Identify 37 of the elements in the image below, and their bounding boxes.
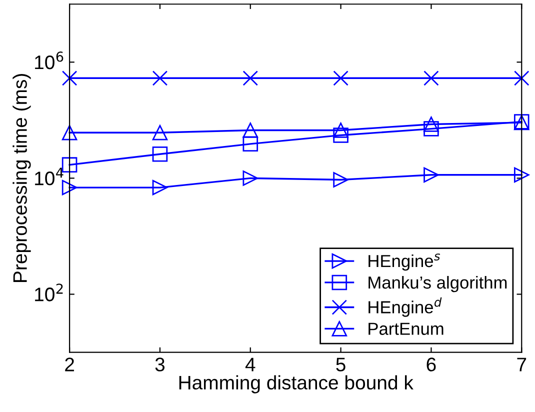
point [152, 124, 168, 140]
y-axis-title: Preprocessing time (ms) [12, 74, 31, 282]
point [424, 70, 439, 86]
legend-label: HEngine$^{s}$ [368, 254, 440, 271]
point [62, 70, 78, 86]
point [424, 167, 439, 183]
legend-label: Manku’s algorithm [368, 276, 507, 292]
point [242, 70, 258, 86]
point [333, 128, 348, 143]
x-tick-label: 2 [65, 358, 74, 372]
point [424, 121, 439, 136]
y-tick-label: 10$^{2}$ [35, 284, 63, 302]
point [333, 70, 348, 86]
point [62, 180, 78, 196]
x-tick-label: 4 [245, 358, 256, 372]
point [152, 180, 168, 196]
point [152, 70, 168, 86]
x-tick-label: 7 [517, 358, 526, 372]
point [333, 122, 348, 138]
y-tick-label: 10$^{4}$ [35, 168, 64, 186]
point [242, 122, 258, 138]
x-axis-title: Hamming distance bound k [179, 375, 414, 394]
x-tick-label: 5 [336, 358, 346, 372]
point [62, 157, 78, 172]
point [514, 70, 530, 86]
point [333, 172, 348, 188]
legend-label: PartEnum [368, 322, 444, 335]
point [514, 167, 530, 183]
x-tick-label: 6 [426, 358, 436, 372]
point [242, 136, 258, 152]
point [242, 170, 258, 186]
legend-label: HEngine$^{d}$ [368, 297, 442, 317]
point [424, 116, 439, 132]
point [152, 146, 168, 162]
point [62, 124, 78, 140]
y-tick-label: 10$^{6}$ [35, 51, 64, 70]
x-tick-label: 3 [155, 358, 165, 372]
